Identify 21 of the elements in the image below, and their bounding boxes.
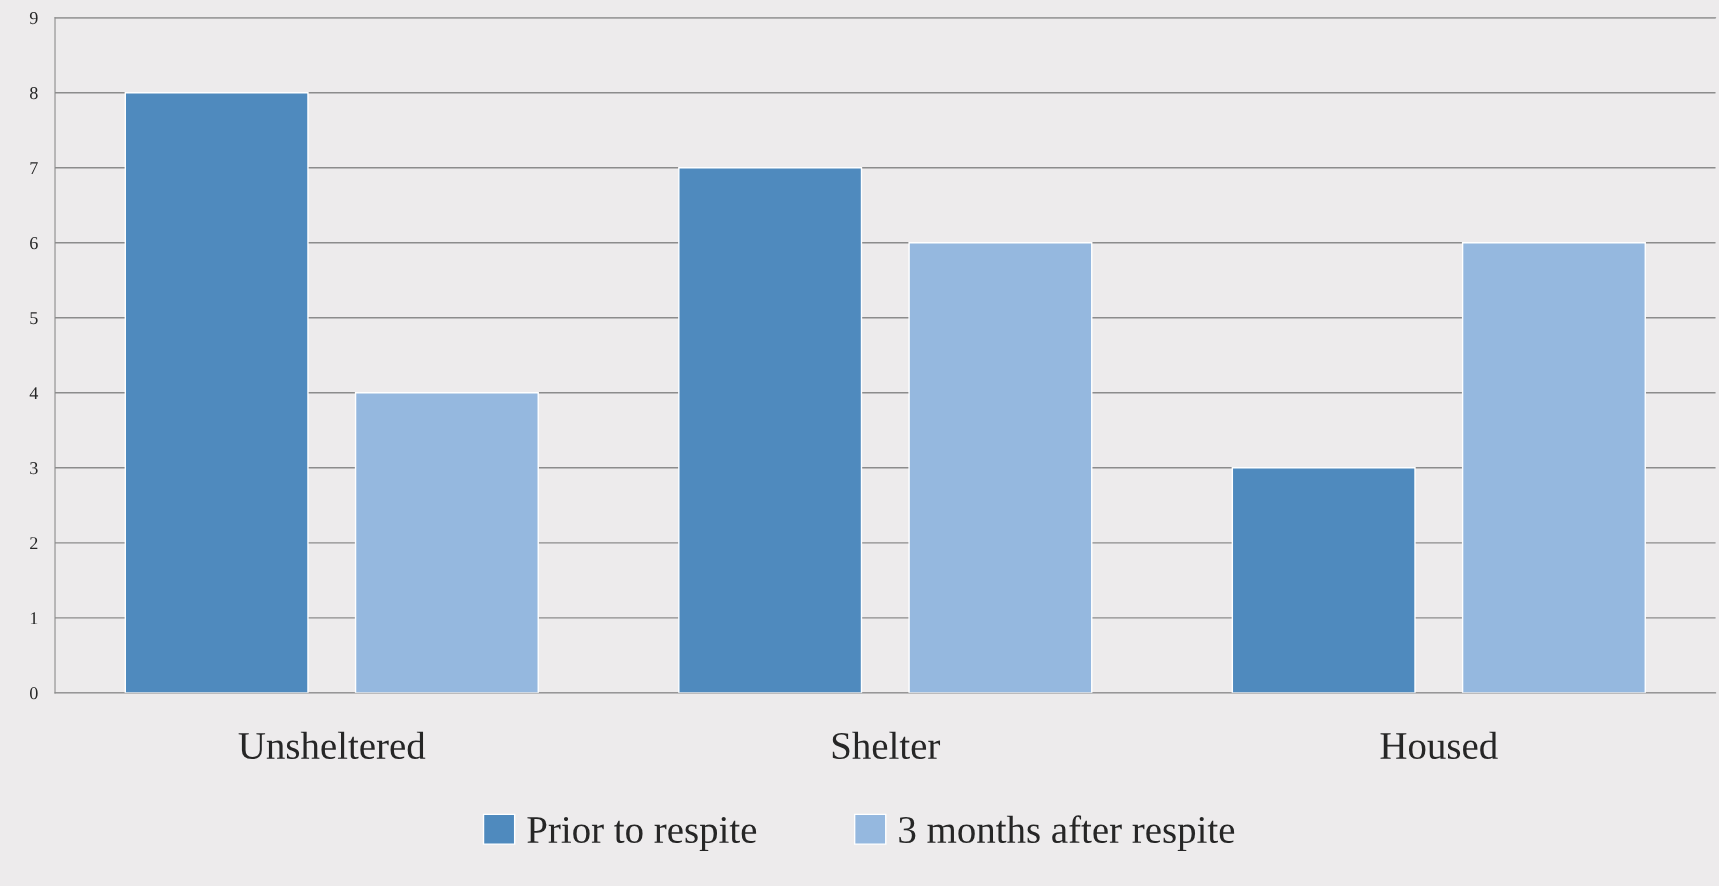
y-tick-label: 8 xyxy=(30,86,38,100)
x-tick-label: Unsheltered xyxy=(238,731,426,760)
y-tick-label: 5 xyxy=(30,312,38,325)
bar xyxy=(354,392,539,693)
y-tick-label: 1 xyxy=(30,612,38,625)
y-tick-label: 6 xyxy=(30,237,38,250)
bar xyxy=(1231,467,1416,693)
bar xyxy=(124,92,309,693)
y-tick-label: 4 xyxy=(29,387,39,400)
y-tick-label: 2 xyxy=(30,537,38,550)
legend-label: 3 months after respite xyxy=(899,815,1235,851)
legend-label: Prior to respite xyxy=(527,816,757,851)
y-tick-label: 3 xyxy=(30,462,38,475)
y-tick-label: 7 xyxy=(30,162,38,175)
y-tick-label: 9 xyxy=(29,12,38,25)
x-tick-label: Housed xyxy=(1380,731,1498,760)
bar xyxy=(908,242,1093,693)
x-tick-label: Shelter xyxy=(832,731,941,760)
bar xyxy=(678,167,863,693)
y-tick-label: 0 xyxy=(30,687,38,700)
bar xyxy=(1461,242,1646,693)
